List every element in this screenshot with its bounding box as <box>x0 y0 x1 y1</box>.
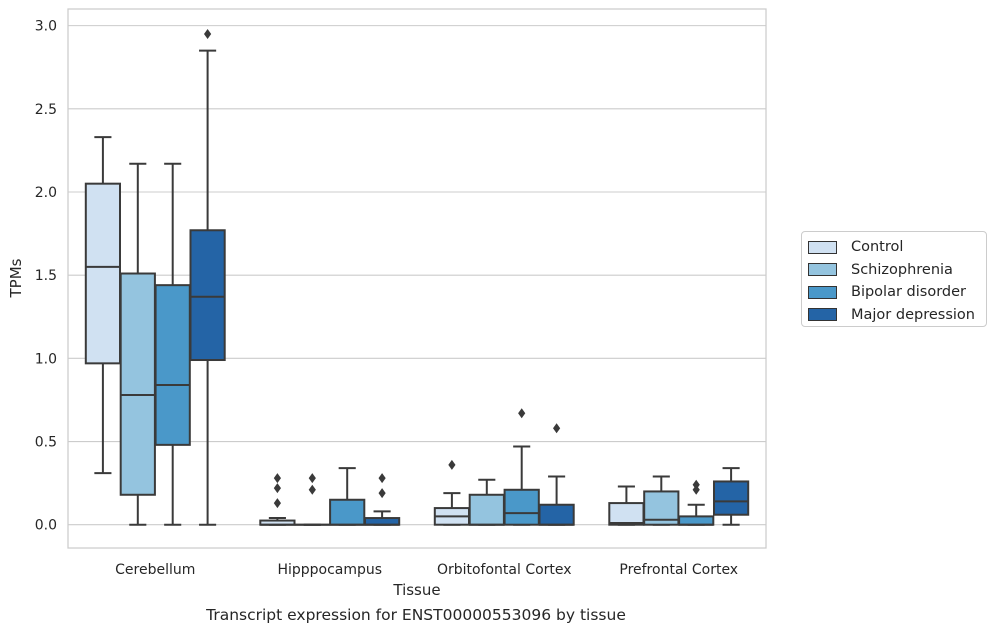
outlier-point <box>378 488 386 499</box>
box-body <box>189 229 226 362</box>
outlier-point <box>378 473 386 484</box>
box-2-1 <box>468 478 505 526</box>
outlier-point <box>448 459 456 470</box>
outlier-point <box>553 423 561 434</box>
legend-swatch <box>808 263 837 277</box>
box-1-0 <box>259 473 296 526</box>
boxes <box>84 28 750 526</box>
x-tick-labels: Cerebellum Hipppocampus Orbitofontal Corte… <box>115 562 738 578</box>
box-1-2 <box>329 467 366 526</box>
box-body <box>538 503 575 526</box>
y-tick-label: 3.0 <box>35 19 57 35</box>
outlier-point <box>273 483 281 494</box>
box-body <box>119 272 156 496</box>
outlier-point <box>692 479 700 490</box>
legend-label: Bipolar disorder <box>851 284 966 301</box>
y-tick-label: 1.5 <box>35 268 57 284</box>
y-tick-label: 0.0 <box>35 518 57 534</box>
x-tick-label: Orbitofontal Cortex <box>437 562 572 578</box>
box-body <box>84 182 122 365</box>
outlier-point <box>308 484 316 495</box>
legend-item: Bipolar disorder <box>808 281 986 304</box>
box-0-0 <box>84 136 122 475</box>
box-2-0 <box>433 459 471 526</box>
y-tick-label: 2.0 <box>35 185 57 201</box>
x-tick-label: Hipppocampus <box>277 562 382 578</box>
box-3-3 <box>712 467 750 526</box>
legend-item: Major depression <box>808 304 986 327</box>
x-tick-label: Prefrontal Cortex <box>619 562 738 578</box>
box-0-2 <box>154 162 191 526</box>
box-0-3 <box>189 28 226 526</box>
chart-caption: Transcript expression for ENST0000055309… <box>206 606 626 624</box>
y-tick-label: 0.5 <box>35 435 57 451</box>
box-body <box>468 493 505 526</box>
box-3-2 <box>678 479 715 526</box>
outlier-point <box>273 473 281 484</box>
box-2-3 <box>538 423 575 526</box>
legend-label: Major depression <box>851 306 975 323</box>
y-tick-label: 1.0 <box>35 351 57 367</box>
box-0-1 <box>119 162 156 526</box>
y-axis-title: TPMs <box>7 258 25 298</box>
legend-item: Schizophrenia <box>808 259 986 282</box>
box-body <box>329 498 366 526</box>
outlier-point <box>308 473 316 484</box>
outlier-point <box>518 408 526 419</box>
box-body <box>154 284 191 446</box>
box-body <box>503 488 540 526</box>
legend-item: Control <box>808 236 986 259</box>
outlier-point <box>273 498 281 509</box>
legend-swatch <box>808 285 837 299</box>
legend-label: Schizophrenia <box>851 261 953 278</box>
box-3-1 <box>643 475 680 526</box>
x-tick-label: Cerebellum <box>115 562 195 578</box>
box-2-2 <box>503 408 540 526</box>
legend-label: Control <box>851 239 904 256</box>
box-body <box>678 515 715 526</box>
y-tick-labels: 0.0 0.5 1.0 1.5 2.0 2.5 3.0 <box>35 19 57 534</box>
box-body <box>712 480 750 516</box>
box-body <box>608 502 645 526</box>
legend: Control Schizophrenia Bipolar disorder Majo… <box>801 231 987 327</box>
x-axis-title: Tissue <box>392 581 440 599</box>
legend-swatch <box>808 308 837 322</box>
legend-swatch <box>808 240 837 254</box>
plot-area <box>67 8 767 549</box>
box-1-3 <box>363 473 401 526</box>
y-tick-label: 2.5 <box>35 102 57 118</box>
outlier-point <box>204 28 212 39</box>
